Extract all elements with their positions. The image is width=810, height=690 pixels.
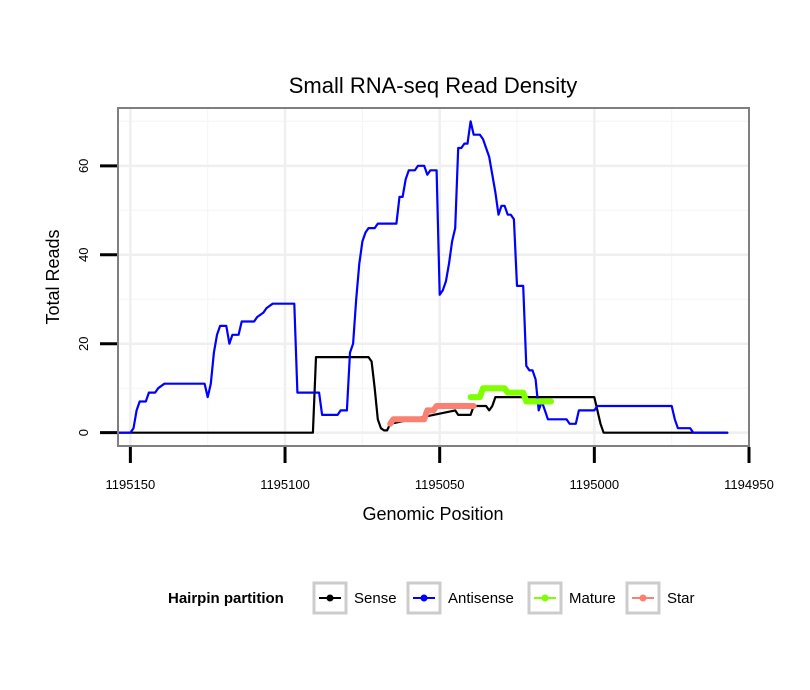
x-tick-label: 1195150 <box>106 477 156 492</box>
series-line-mature <box>467 385 554 405</box>
y-axis: 0 20 40 60 <box>76 159 117 436</box>
x-tick-label: 1195100 <box>260 477 310 492</box>
chart-title: Small RNA-seq Read Density <box>289 73 578 98</box>
series-line-antisense <box>116 120 729 434</box>
x-tick-label: 1195050 <box>415 477 465 492</box>
x-axis-title: Genomic Position <box>362 504 503 524</box>
plot-panel <box>118 108 749 446</box>
x-tick-label: 1195000 <box>570 477 620 492</box>
legend-item-mature: Mature <box>527 581 616 615</box>
x-axis: 1195150 1195100 1195050 1195000 1194950 <box>106 447 774 492</box>
legend-key-dot <box>639 594 647 602</box>
legend-key-dot <box>326 594 334 602</box>
y-axis-title: Total Reads <box>43 229 63 324</box>
legend-item-sense: Sense <box>312 581 397 615</box>
legend: Hairpin partition Sense Antisense Mature St… <box>168 581 695 615</box>
legend-key-dot <box>420 594 428 602</box>
y-tick-label: 60 <box>76 159 91 173</box>
legend-key-dot <box>541 594 549 602</box>
legend-title: Hairpin partition <box>168 590 284 607</box>
legend-label: Antisense <box>448 590 514 607</box>
series-line-star <box>387 403 477 427</box>
legend-label: Star <box>667 590 695 607</box>
legend-label: Mature <box>569 590 616 607</box>
plot-border <box>117 107 750 447</box>
y-tick-label: 0 <box>76 429 91 436</box>
legend-label: Sense <box>354 590 397 607</box>
x-tick-label: 1194950 <box>724 477 774 492</box>
y-tick-label: 40 <box>76 248 91 262</box>
y-tick-label: 20 <box>76 336 91 350</box>
legend-item-antisense: Antisense <box>406 581 514 615</box>
series-layer <box>116 120 729 434</box>
legend-item-star: Star <box>625 581 695 615</box>
